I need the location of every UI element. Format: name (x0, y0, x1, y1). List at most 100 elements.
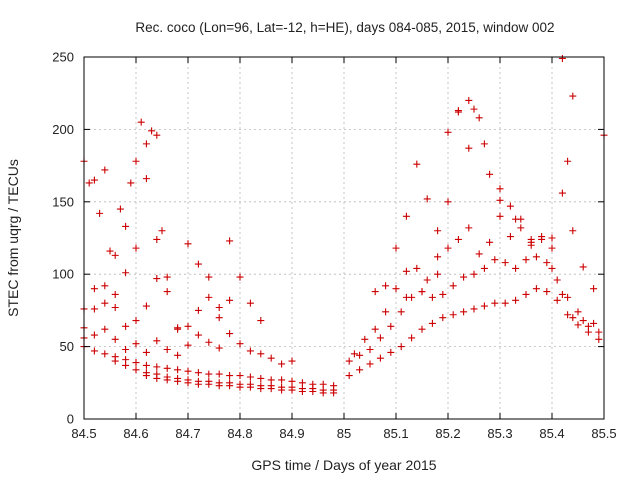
data-point (506, 233, 514, 241)
data-point (574, 308, 582, 316)
data-point (90, 285, 98, 293)
x-tick-label: 85.1 (383, 426, 408, 441)
data-point (470, 270, 478, 278)
data-point (132, 317, 140, 325)
data-point (226, 382, 234, 390)
data-point (538, 233, 546, 241)
data-point (449, 282, 457, 290)
data-point (122, 322, 130, 330)
data-point (465, 144, 473, 152)
data-point (163, 345, 171, 353)
data-point (491, 299, 499, 307)
x-axis-label: GPS time / Days of year 2015 (251, 457, 436, 473)
data-point (543, 288, 551, 296)
data-point (475, 250, 483, 258)
y-tick-label: 100 (52, 267, 74, 282)
data-point (491, 256, 499, 264)
data-point (376, 334, 384, 342)
data-point (470, 105, 478, 113)
data-point (174, 366, 182, 374)
data-point (174, 351, 182, 359)
data-point (413, 160, 421, 168)
data-point (402, 293, 410, 301)
data-point (527, 235, 535, 243)
data-point (226, 237, 234, 245)
data-point (512, 264, 520, 272)
data-point (366, 360, 374, 368)
data-point (267, 354, 275, 362)
data-point (486, 238, 494, 246)
data-point (288, 386, 296, 394)
data-point (226, 296, 234, 304)
x-tick-labels: 84.5 84.6 84.7 84.8 84.9 85 85.1 85.2 85.3 85.4 85… (71, 426, 616, 441)
data-point (122, 345, 130, 353)
data-point (480, 140, 488, 148)
data-point (569, 227, 577, 235)
y-tick-label: 50 (60, 339, 74, 354)
data-point (595, 328, 603, 336)
data-point (226, 372, 234, 380)
data-point (174, 377, 182, 385)
data-point (184, 367, 192, 375)
data-point (132, 157, 140, 165)
data-point (111, 304, 119, 312)
data-point (101, 166, 109, 174)
data-point (142, 140, 150, 148)
data-point (101, 325, 109, 333)
data-point (376, 354, 384, 362)
data-point (90, 305, 98, 313)
data-point (142, 361, 150, 369)
data-point (465, 224, 473, 232)
data-point (246, 299, 254, 307)
data-point (460, 308, 468, 316)
data-point (163, 364, 171, 372)
data-point (106, 247, 114, 255)
data-point (184, 341, 192, 349)
data-point (298, 387, 306, 395)
data-point (257, 385, 265, 393)
data-point (345, 372, 353, 380)
data-point (174, 325, 182, 333)
data-point (257, 317, 265, 325)
data-point (402, 267, 410, 275)
data-point (215, 314, 223, 322)
data-point (439, 290, 447, 298)
data-point (532, 285, 540, 293)
data-point (366, 345, 374, 353)
data-point (371, 325, 379, 333)
data-point (116, 205, 124, 213)
data-point (460, 273, 468, 281)
data-point (215, 304, 223, 312)
data-point (236, 340, 244, 348)
data-point (387, 348, 395, 356)
data-point (356, 351, 364, 359)
data-point (574, 321, 582, 329)
data-point (553, 276, 561, 284)
data-point (522, 256, 530, 264)
x-tick-label: 84.6 (123, 426, 148, 441)
data-point (501, 259, 509, 267)
data-point (142, 348, 150, 356)
y-tick-label: 150 (52, 194, 74, 209)
data-point (132, 366, 140, 374)
data-point (194, 369, 202, 377)
data-point (512, 215, 520, 223)
data-point (257, 374, 265, 382)
data-point (194, 260, 202, 268)
data-point (496, 185, 504, 193)
data-point (517, 224, 525, 232)
data-point (496, 196, 504, 204)
y-tick-label: 0 (67, 412, 74, 427)
data-point (153, 374, 161, 382)
data-point (397, 308, 405, 316)
data-point (584, 322, 592, 330)
data-point (142, 175, 150, 183)
x-tick-label: 85.3 (487, 426, 512, 441)
data-point (434, 253, 442, 261)
x-tick-label: 84.8 (227, 426, 252, 441)
data-point (163, 376, 171, 384)
data-point (350, 350, 358, 358)
data-point (330, 389, 338, 397)
data-point (590, 285, 598, 293)
data-point (454, 235, 462, 243)
